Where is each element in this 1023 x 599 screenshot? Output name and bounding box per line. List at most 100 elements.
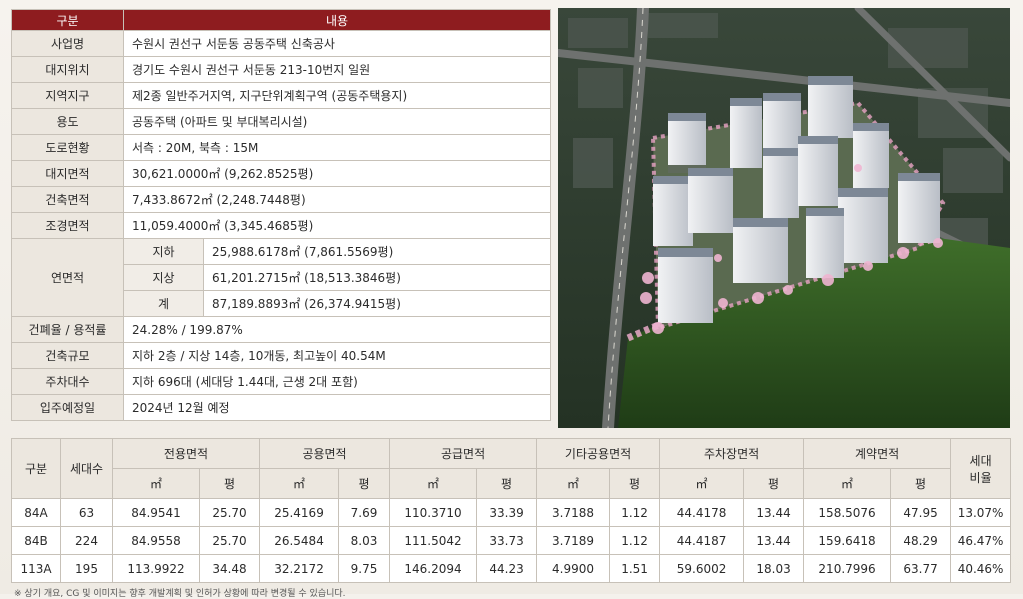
table-cell: 224 — [60, 526, 113, 555]
unit-pyeong: 평 — [890, 468, 952, 499]
table-cell: 13.44 — [743, 526, 805, 555]
project-overview-table: 구분 내용 사업명 수원시 권선구 서둔동 공동주택 신축공사 대지위치 경기도 수… — [11, 9, 551, 421]
table-cell: 210.7996 — [803, 554, 892, 583]
table-cell: 4.9900 — [536, 554, 611, 583]
table-cell: 44.4187 — [659, 526, 745, 555]
table-row: 연면적 지하 25,988.6178㎡ (7,861.5569평) — [11, 238, 551, 317]
table-row: 건축면적 7,433.8672㎡ (2,248.7448평) — [11, 186, 551, 213]
table-cell: 59.6002 — [659, 554, 745, 583]
unit-area-table: 구분 세대수 전용면적 공용면적 공급면적 기타공용면적 주차장면적 계약면적 … — [11, 438, 1012, 583]
row-value: 30,621.0000㎡ (9,262.8525평) — [123, 160, 551, 187]
table-cell: 3.7189 — [536, 526, 611, 555]
table-row: 지상 61,201.2715㎡ (18,513.3846평) — [12, 264, 551, 291]
table-cell: 48.29 — [890, 526, 952, 555]
sub-label: 지하 — [123, 238, 204, 265]
unit-m2: ㎡ — [112, 468, 200, 499]
table-cell: 84B — [11, 526, 61, 555]
header-exclusive-area: 전용면적 — [111, 438, 261, 469]
unit-m2: ㎡ — [803, 468, 892, 499]
row-value: 11,059.4000㎡ (3,345.4685평) — [123, 212, 551, 239]
sub-label: 계 — [123, 290, 204, 317]
table-cell: 1.51 — [609, 554, 661, 583]
table-cell: 1.12 — [609, 498, 661, 527]
header-ratio: 세대 비율 — [950, 438, 1012, 499]
table-cell: 63 — [60, 498, 113, 527]
header-other-common-area: 기타공용면적 — [536, 438, 661, 469]
table-cell: 158.5076 — [803, 498, 892, 527]
table-cell: 46.47% — [950, 526, 1012, 555]
table-cell: 33.73 — [476, 526, 538, 555]
unit-pyeong: 평 — [198, 468, 261, 499]
row-value: 공동주택 (아파트 및 부대복리시설) — [123, 108, 551, 135]
table-row: 113A 195 113.9922 34.48 32.2172 9.75 146.2094 4… — [11, 554, 1012, 583]
row-value: 경기도 수원시 권선구 서둔동 213-10번지 일원 — [123, 56, 551, 83]
row-label: 건축면적 — [11, 186, 124, 213]
footnote: ※ 상기 개요, CG 및 이미지는 향후 개발계획 및 인허가 상황에 따라 … — [14, 589, 346, 599]
table-row: 지역지구 제2종 일반주거지역, 지구단위계획구역 (공동주택용지) — [11, 82, 551, 109]
unit-pyeong: 평 — [476, 468, 538, 499]
table-row: 건축규모 지하 2층 / 지상 14층, 10개동, 최고높이 40.54M — [11, 342, 551, 369]
row-label: 건폐율 / 용적률 — [11, 316, 124, 343]
table-cell: 13.07% — [950, 498, 1012, 527]
table-cell: 34.48 — [198, 554, 261, 583]
row-label: 대지위치 — [11, 56, 124, 83]
row-label: 입주예정일 — [11, 394, 124, 421]
header-type: 구분 — [11, 438, 61, 499]
table-cell: 44.23 — [476, 554, 538, 583]
table-cell: 25.4169 — [259, 498, 340, 527]
table-cell: 18.03 — [743, 554, 805, 583]
unit-m2: ㎡ — [536, 468, 611, 499]
table-cell: 110.3710 — [389, 498, 478, 527]
table-cell: 63.77 — [890, 554, 952, 583]
row-value: 7,433.8672㎡ (2,248.7448평) — [123, 186, 551, 213]
table-row: 조경면적 11,059.4000㎡ (3,345.4685평) — [11, 212, 551, 239]
table-cell: 159.6418 — [803, 526, 892, 555]
table-row: 건폐율 / 용적률 24.28% / 199.87% — [11, 316, 551, 343]
table-row: 계 87,189.8893㎡ (26,374.9415평) — [12, 290, 551, 317]
row-label-gfa: 연면적 — [11, 238, 124, 317]
table-cell: 32.2172 — [259, 554, 340, 583]
table-row: 84A 63 84.9541 25.70 25.4169 7.69 110.3710 33.3… — [11, 498, 1012, 527]
table-cell: 84.9541 — [112, 498, 200, 527]
table-row: 84B 224 84.9558 25.70 26.5484 8.03 111.5042 33.… — [11, 526, 1012, 555]
table-cell: 1.12 — [609, 526, 661, 555]
table-cell: 33.39 — [476, 498, 538, 527]
header-category: 구분 — [11, 9, 124, 31]
row-value: 제2종 일반주거지역, 지구단위계획구역 (공동주택용지) — [123, 82, 551, 109]
table-cell: 111.5042 — [389, 526, 478, 555]
row-value: 서측 : 20M, 북측 : 15M — [123, 134, 551, 161]
header-contract-area: 계약면적 — [803, 438, 952, 469]
table-cell: 26.5484 — [259, 526, 340, 555]
row-value: 수원시 권선구 서둔동 공동주택 신축공사 — [123, 30, 551, 57]
header-parking-area: 주차장면적 — [659, 438, 805, 469]
unit-m2: ㎡ — [659, 468, 745, 499]
table-row: 대지위치 경기도 수원시 권선구 서둔동 213-10번지 일원 — [11, 56, 551, 83]
header-common-area: 공용면적 — [259, 438, 391, 469]
row-label: 도로현황 — [11, 134, 124, 161]
row-label: 지역지구 — [11, 82, 124, 109]
table-row: 대지면적 30,621.0000㎡ (9,262.8525평) — [11, 160, 551, 187]
row-label: 조경면적 — [11, 212, 124, 239]
unit-pyeong: 평 — [338, 468, 391, 499]
header-supply-area: 공급면적 — [389, 438, 538, 469]
unit-m2: ㎡ — [259, 468, 340, 499]
table-cell: 84A — [11, 498, 61, 527]
table-cell: 113.9922 — [112, 554, 200, 583]
table-cell: 44.4178 — [659, 498, 745, 527]
table-cell: 9.75 — [338, 554, 391, 583]
unit-pyeong: 평 — [609, 468, 661, 499]
row-value: 지하 696대 (세대당 1.44대, 근생 2대 포함) — [123, 368, 551, 395]
table-row: 사업명 수원시 권선구 서둔동 공동주택 신축공사 — [11, 30, 551, 57]
table-row: 입주예정일 2024년 12월 예정 — [11, 394, 551, 421]
aerial-rendering-image — [558, 8, 1010, 428]
sub-value: 87,189.8893㎡ (26,374.9415평) — [203, 290, 551, 317]
table-cell: 3.7188 — [536, 498, 611, 527]
table-row: 용도 공동주택 (아파트 및 부대복리시설) — [11, 108, 551, 135]
row-value: 2024년 12월 예정 — [123, 394, 551, 421]
table-cell: 113A — [11, 554, 61, 583]
table-cell: 84.9558 — [112, 526, 200, 555]
header-content: 내용 — [123, 9, 551, 31]
sub-value: 61,201.2715㎡ (18,513.3846평) — [203, 264, 551, 291]
row-value: 24.28% / 199.87% — [123, 316, 551, 343]
table-row: 도로현황 서측 : 20M, 북측 : 15M — [11, 134, 551, 161]
